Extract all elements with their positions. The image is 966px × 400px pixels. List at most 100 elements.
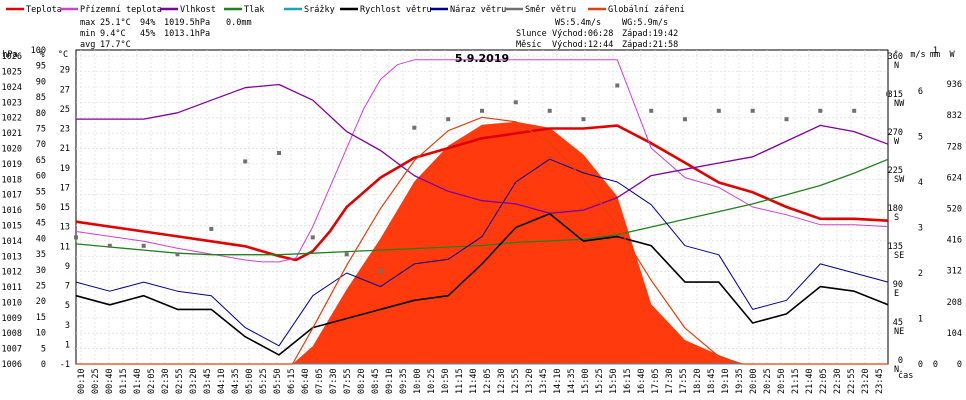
tick-wm2: 104 [947, 329, 962, 339]
tick-hpa: 1010 [2, 298, 22, 308]
wind-direction-point [750, 108, 755, 113]
axis-title-temp: °C [58, 50, 68, 60]
tick-hpa: 1011 [2, 283, 22, 293]
tick-dir-label: N [894, 61, 899, 71]
tick-dir: 180 [888, 204, 903, 214]
radiation-fill [76, 121, 888, 364]
tick-ms: 0 [918, 360, 923, 370]
wind-direction-point [683, 117, 687, 122]
tick-x: 10:50 [441, 368, 451, 394]
tick-x: 12:30 [497, 368, 507, 394]
tick-temp: 19 [60, 164, 70, 174]
tick-x: 20:25 [763, 368, 773, 394]
tick-temp: 13 [60, 223, 70, 233]
tick-x: 16:40 [637, 368, 647, 394]
tick-hpa: 1007 [2, 345, 22, 355]
x-axis-label: čas [898, 370, 913, 381]
radiation-area [76, 121, 888, 364]
axis-title-dir: ° [893, 50, 898, 60]
tick-hpa: 1026 [2, 52, 22, 62]
tick-x: 22:55 [847, 368, 857, 394]
tick-dir-label: W [894, 137, 900, 147]
tick-pct: 25 [36, 282, 46, 292]
tick-x: 02:30 [161, 368, 171, 394]
series-line-teoretické-záření [76, 116, 888, 365]
tick-x: 00:40 [105, 368, 115, 394]
tick-hpa: 1017 [2, 191, 22, 201]
chart-title: 5.9.2019 [455, 52, 509, 65]
tick-dir-label: SW [894, 175, 905, 185]
tick-temp: 17 [60, 183, 70, 193]
stats-block: max 25.1°C 94% 1019.5hPa 0.0mm min 9.4°C 45% 101… [80, 18, 678, 50]
tick-temp: 7 [65, 282, 70, 292]
tick-x: 13:45 [539, 368, 549, 394]
axis-title-mm: mm [930, 50, 940, 60]
tick-x: 09:35 [399, 368, 409, 394]
tick-ms: 3 [918, 223, 923, 233]
wind-direction-point [852, 108, 857, 113]
tick-pct: 80 [36, 109, 46, 119]
tick-ms: 2 [918, 269, 923, 279]
tick-x: 15:00 [581, 368, 591, 394]
tick-wm2: 0 [957, 360, 962, 370]
tick-temp: 21 [60, 144, 70, 154]
stat-avg-temp: 17.7°C [100, 40, 131, 50]
tick-x: 03:45 [203, 368, 213, 394]
series-line-vlhkost [76, 83, 889, 214]
tick-x: 07:30 [329, 368, 339, 394]
wind-direction-point [818, 108, 823, 113]
legend-label: Přízemní teplota [80, 5, 162, 15]
series-line-tlak [75, 158, 889, 256]
tick-hpa: 1012 [2, 268, 22, 278]
tick-x: 05:50 [273, 368, 283, 394]
tick-dir: 270 [888, 128, 903, 138]
stat-sun-label: Slunce [516, 29, 547, 39]
tick-hpa: 1016 [2, 206, 22, 216]
tick-dir: 315 [888, 90, 903, 100]
tick-x: 21:15 [791, 368, 801, 394]
tick-hpa: 1018 [2, 175, 22, 185]
wind-direction-point [547, 108, 552, 113]
tick-x: 12:05 [483, 368, 493, 394]
tick-pct: 5 [41, 344, 46, 354]
tick-x: 14:10 [553, 368, 563, 394]
axis-title-pct: % [39, 50, 44, 60]
tick-temp: -1 [60, 360, 70, 370]
tick-x: 06:40 [301, 368, 311, 394]
stat-max-press: 1019.5hPa [164, 18, 210, 28]
tick-x: 11:15 [455, 368, 465, 394]
axis-title-hpa: hPa [2, 50, 17, 60]
tick-hpa: 1006 [2, 360, 22, 370]
tick-x: 18:45 [707, 368, 717, 394]
wind-direction-point [412, 125, 417, 130]
tick-dir-label: S [894, 213, 899, 223]
tick-x: 22:30 [833, 368, 843, 394]
tick-pct: 50 [36, 203, 46, 213]
legend-label: Globální záření [608, 5, 685, 15]
stat-min-hum: 45% [140, 29, 155, 39]
tick-dir: 0 [898, 356, 903, 366]
axis-title-wm2: W [949, 50, 955, 60]
stat-avg-label: avg [80, 40, 95, 50]
tick-x: 01:15 [119, 368, 129, 394]
wind-direction-point [513, 100, 518, 105]
tick-x: 01:40 [133, 368, 143, 394]
tick-hpa: 1008 [2, 329, 22, 339]
tick-x: 02:55 [175, 368, 185, 394]
legend-label: Náraz větru [450, 5, 506, 15]
tick-wm2: 728 [947, 142, 962, 152]
tick-pct: 95 [36, 62, 46, 72]
axes: hPa1006100710081009101010111012101310141… [2, 46, 962, 394]
wind-direction-point [378, 269, 383, 274]
tick-x: 10:25 [427, 368, 437, 394]
tick-pct: 85 [36, 93, 46, 103]
stat-wg: WG:5.9m/s [622, 18, 668, 28]
tick-x: 17:05 [651, 368, 661, 394]
tick-temp: 29 [60, 66, 70, 76]
tick-pct: 10 [36, 329, 46, 339]
tick-x: 12:55 [511, 368, 521, 394]
tick-dir-label: N [894, 365, 899, 375]
stat-min-temp: 9.4°C [100, 29, 126, 39]
wind-direction-point [209, 226, 214, 231]
